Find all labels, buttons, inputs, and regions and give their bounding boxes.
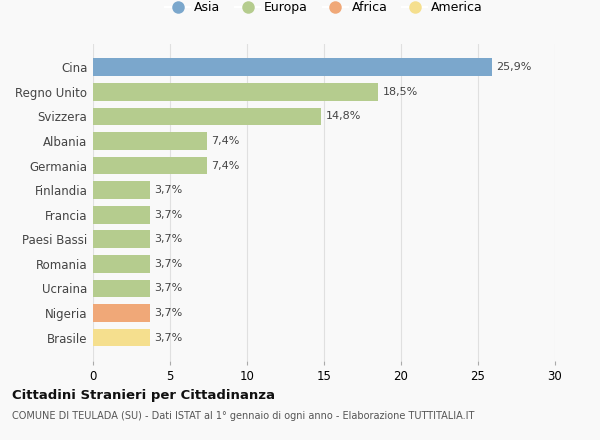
Text: 14,8%: 14,8% bbox=[326, 111, 361, 121]
Text: COMUNE DI TEULADA (SU) - Dati ISTAT al 1° gennaio di ogni anno - Elaborazione TU: COMUNE DI TEULADA (SU) - Dati ISTAT al 1… bbox=[12, 411, 475, 422]
Text: 3,7%: 3,7% bbox=[155, 283, 183, 293]
Text: 3,7%: 3,7% bbox=[155, 210, 183, 220]
Bar bbox=[93, 329, 150, 346]
Bar bbox=[93, 181, 150, 199]
Text: Cittadini Stranieri per Cittadinanza: Cittadini Stranieri per Cittadinanza bbox=[12, 389, 275, 403]
Text: 7,4%: 7,4% bbox=[212, 136, 240, 146]
Text: 3,7%: 3,7% bbox=[155, 259, 183, 269]
Legend: Asia, Europa, Africa, America: Asia, Europa, Africa, America bbox=[165, 1, 483, 14]
Bar bbox=[93, 279, 150, 297]
Bar bbox=[93, 255, 150, 273]
Text: 3,7%: 3,7% bbox=[155, 308, 183, 318]
Text: 18,5%: 18,5% bbox=[383, 87, 418, 97]
Bar bbox=[93, 132, 207, 150]
Bar bbox=[93, 206, 150, 224]
Text: 3,7%: 3,7% bbox=[155, 234, 183, 244]
Bar bbox=[93, 304, 150, 322]
Text: 7,4%: 7,4% bbox=[212, 161, 240, 171]
Bar bbox=[93, 59, 492, 76]
Bar bbox=[93, 107, 321, 125]
Bar bbox=[93, 231, 150, 248]
Bar bbox=[93, 83, 378, 101]
Text: 3,7%: 3,7% bbox=[155, 185, 183, 195]
Text: 3,7%: 3,7% bbox=[155, 333, 183, 343]
Bar bbox=[93, 157, 207, 174]
Text: 25,9%: 25,9% bbox=[496, 62, 532, 72]
